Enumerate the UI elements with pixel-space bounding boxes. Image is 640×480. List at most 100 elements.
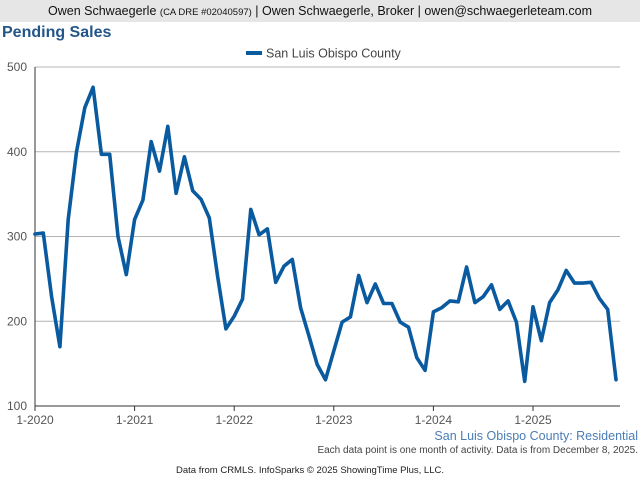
data-point[interactable] xyxy=(140,198,145,203)
data-point[interactable] xyxy=(564,268,569,273)
data-point[interactable] xyxy=(456,299,461,304)
data-point[interactable] xyxy=(448,298,453,303)
data-point[interactable] xyxy=(248,207,253,212)
data-point[interactable] xyxy=(506,298,511,303)
data-point[interactable] xyxy=(414,355,419,360)
data-point[interactable] xyxy=(481,294,486,299)
data-point[interactable] xyxy=(381,301,386,306)
agent-license: (CA DRE #02040597) xyxy=(159,7,252,18)
data-point[interactable] xyxy=(514,320,519,325)
data-point[interactable] xyxy=(223,326,228,331)
data-point[interactable] xyxy=(199,197,204,202)
y-tick-labels: 100 200 300 400 500 xyxy=(7,60,27,413)
x-tick-label: 1-2023 xyxy=(315,413,353,427)
x-tick-label: 1-2024 xyxy=(415,413,453,427)
agent-name: Owen Schwaegerle xyxy=(48,4,157,18)
x-tick-label: 1-2025 xyxy=(514,413,552,427)
data-point[interactable] xyxy=(406,325,411,330)
data-point[interactable] xyxy=(49,294,54,299)
y-tick-label: 500 xyxy=(7,60,27,74)
data-point[interactable] xyxy=(265,226,270,231)
data-point[interactable] xyxy=(497,307,502,312)
legend-label-san-luis-obispo-county: San Luis Obispo County xyxy=(266,47,402,61)
data-point[interactable] xyxy=(522,379,527,384)
data-point[interactable] xyxy=(472,300,477,305)
data-point[interactable] xyxy=(232,314,237,319)
data-point[interactable] xyxy=(531,304,536,309)
region-label: San Luis Obispo County: Residential xyxy=(434,429,638,443)
agent-contact: | Owen Schwaegerle, Broker | owen@schwae… xyxy=(255,4,592,18)
data-point[interactable] xyxy=(539,338,544,343)
data-point[interactable] xyxy=(340,320,345,325)
y-tick-label: 300 xyxy=(7,230,27,244)
data-point[interactable] xyxy=(489,282,494,287)
data-point[interactable] xyxy=(589,280,594,285)
data-point[interactable] xyxy=(323,377,328,382)
x-tick-labels: 1-2020 1-2021 1-2022 1-2023 1-2024 1-2025 xyxy=(16,406,552,427)
data-point[interactable] xyxy=(215,274,220,279)
data-point[interactable] xyxy=(431,309,436,314)
data-point[interactable] xyxy=(157,169,162,174)
data-point[interactable] xyxy=(91,85,96,90)
axes xyxy=(34,67,620,407)
x-tick-label: 1-2022 xyxy=(216,413,254,427)
y-tick-label: 100 xyxy=(7,399,27,413)
data-point[interactable] xyxy=(207,215,212,220)
data-point[interactable] xyxy=(174,191,179,196)
legend[interactable]: San Luis Obispo County xyxy=(246,47,402,61)
chart-title: Pending Sales xyxy=(2,24,112,41)
series-line-san-luis-obispo-county xyxy=(33,85,618,384)
grid-lines xyxy=(35,66,620,322)
data-note: Each data point is one month of activity… xyxy=(317,445,638,456)
data-point[interactable] xyxy=(306,333,311,338)
data-point[interactable] xyxy=(74,149,79,154)
data-point[interactable] xyxy=(365,300,370,305)
data-point[interactable] xyxy=(439,305,444,310)
data-point[interactable] xyxy=(149,139,154,144)
data-point[interactable] xyxy=(182,154,187,159)
data-point[interactable] xyxy=(348,315,353,320)
x-tick-label: 1-2021 xyxy=(116,413,154,427)
data-point[interactable] xyxy=(57,344,62,349)
footer-credit: Data from CRMLS. InfoSparks © 2025 Showi… xyxy=(175,465,444,476)
data-point[interactable] xyxy=(240,297,245,302)
data-point[interactable] xyxy=(257,232,262,237)
data-point[interactable] xyxy=(423,368,428,373)
data-point[interactable] xyxy=(298,305,303,310)
data-point[interactable] xyxy=(190,188,195,193)
data-point[interactable] xyxy=(580,281,585,286)
y-tick-label: 400 xyxy=(7,145,27,159)
data-point[interactable] xyxy=(547,300,552,305)
data-point[interactable] xyxy=(572,281,577,286)
agent-header-bar: Owen Schwaegerle (CA DRE #02040597) | Ow… xyxy=(0,0,640,22)
data-point[interactable] xyxy=(107,152,112,157)
data-point[interactable] xyxy=(398,320,403,325)
y-tick-label: 200 xyxy=(7,314,27,328)
data-point[interactable] xyxy=(356,273,361,278)
data-point[interactable] xyxy=(165,124,170,129)
data-point[interactable] xyxy=(555,287,560,292)
x-tick-label: 1-2020 xyxy=(16,413,54,427)
data-point[interactable] xyxy=(331,348,336,353)
data-point[interactable] xyxy=(605,307,610,312)
data-point[interactable] xyxy=(290,257,295,262)
data-point[interactable] xyxy=(33,232,38,237)
data-point[interactable] xyxy=(597,296,602,301)
data-point[interactable] xyxy=(282,264,287,269)
data-point[interactable] xyxy=(273,280,278,285)
data-point[interactable] xyxy=(99,152,104,157)
series-san-luis-obispo-county xyxy=(33,85,619,384)
data-point[interactable] xyxy=(614,377,619,382)
data-point[interactable] xyxy=(116,234,121,239)
data-point[interactable] xyxy=(464,265,469,270)
data-point[interactable] xyxy=(41,231,46,236)
data-point[interactable] xyxy=(124,272,129,277)
data-point[interactable] xyxy=(315,362,320,367)
data-point[interactable] xyxy=(389,301,394,306)
data-point[interactable] xyxy=(66,217,71,222)
data-point[interactable] xyxy=(82,105,87,110)
data-point[interactable] xyxy=(132,217,137,222)
data-point[interactable] xyxy=(373,282,378,287)
